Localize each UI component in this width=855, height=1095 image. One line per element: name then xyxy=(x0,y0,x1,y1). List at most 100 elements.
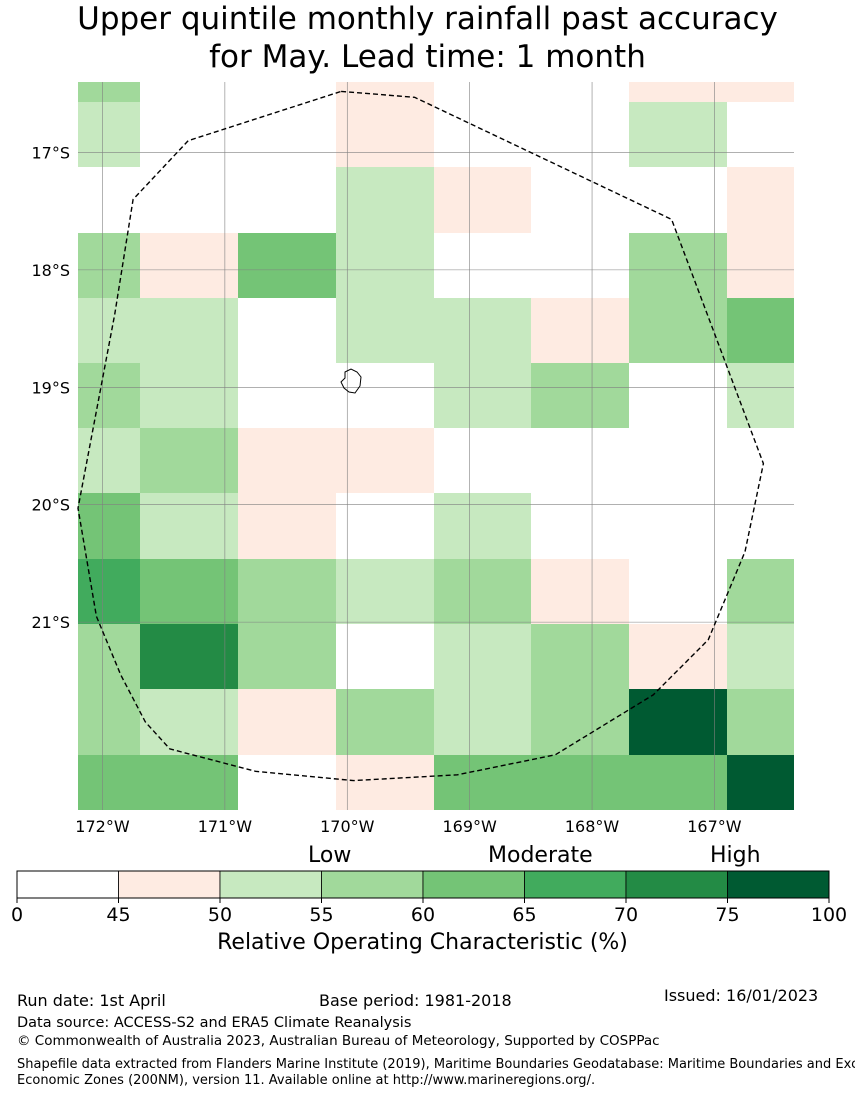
roc-cell xyxy=(78,233,140,298)
roc-cell xyxy=(336,102,434,167)
roc-cell xyxy=(140,428,238,493)
roc-cell xyxy=(238,624,336,689)
roc-cell xyxy=(629,233,727,298)
roc-cell xyxy=(434,689,531,755)
roc-cell xyxy=(140,363,238,428)
longitude-ticks: 172°W 171°W 170°W 169°W 168°W 167°W xyxy=(75,817,742,836)
title-line-2: for May. Lead time: 1 month xyxy=(209,39,646,75)
roc-cell xyxy=(531,298,629,363)
latitude-tick-label: 18°S xyxy=(31,261,70,280)
roc-cell xyxy=(78,363,140,428)
roc-cell xyxy=(336,167,434,233)
roc-cell xyxy=(531,363,629,428)
colorbar-tick-label: 50 xyxy=(208,904,232,926)
roc-cell xyxy=(727,559,794,624)
roc-cell xyxy=(727,167,794,233)
colorbar-band xyxy=(321,870,424,899)
roc-cell xyxy=(238,493,336,559)
category-moderate-label: Moderate xyxy=(488,843,593,868)
category-high-label: High xyxy=(710,843,761,868)
roc-cell xyxy=(238,559,336,624)
colorbar-band xyxy=(422,870,525,899)
longitude-tick-label: 169°W xyxy=(442,817,497,836)
graticule-layer xyxy=(78,82,794,810)
latitude-tick-label: 21°S xyxy=(31,613,70,632)
roc-cell xyxy=(434,493,531,559)
roc-cell xyxy=(78,689,140,755)
colorbar-band xyxy=(16,870,119,899)
roc-cell xyxy=(238,428,336,493)
roc-cell xyxy=(140,624,238,689)
latitude-tick-label: 17°S xyxy=(31,143,70,162)
roc-cell xyxy=(531,689,629,755)
roc-cell xyxy=(336,559,434,624)
data-source: Data source: ACCESS-S2 and ERA5 Climate … xyxy=(17,1015,412,1031)
roc-cell xyxy=(140,493,238,559)
roc-cells-layer xyxy=(78,82,794,810)
roc-cell xyxy=(140,559,238,624)
roc-cell xyxy=(78,755,140,810)
island-outline xyxy=(340,368,362,394)
shapefile-credit: Shapefile data extracted from Flanders M… xyxy=(17,1057,855,1089)
longitude-tick-label: 171°W xyxy=(198,817,253,836)
roc-cell xyxy=(78,624,140,689)
roc-cell xyxy=(238,233,336,298)
shapefile-credit-line-1: Shapefile data extracted from Flanders M… xyxy=(17,1057,855,1072)
colorbar-band xyxy=(219,870,322,899)
roc-cell xyxy=(140,689,238,755)
roc-cell xyxy=(78,493,140,559)
roc-cell xyxy=(336,689,434,755)
latitude-ticks: 17°S 18°S 19°S 20°S 21°S xyxy=(31,143,70,632)
issued-date: Issued: 16/01/2023 xyxy=(664,986,819,1005)
map-title: Upper quintile monthly rainfall past acc… xyxy=(0,0,855,76)
title-line-1: Upper quintile monthly rainfall past acc… xyxy=(77,1,778,37)
roc-cell xyxy=(531,559,629,624)
roc-cell xyxy=(727,363,794,428)
roc-cell xyxy=(629,298,727,363)
roc-cell xyxy=(140,755,238,810)
roc-cell xyxy=(531,755,629,810)
roc-cell xyxy=(727,689,794,755)
copyright: © Commonwealth of Australia 2023, Austra… xyxy=(17,1033,660,1049)
roc-cell xyxy=(78,298,140,363)
colorbar: 0 45 50 55 60 65 70 75 100 xyxy=(11,870,847,926)
roc-cell xyxy=(629,689,727,755)
roc-cell xyxy=(78,428,140,493)
roc-cell xyxy=(78,559,140,624)
roc-cell xyxy=(78,82,140,102)
roc-cell xyxy=(434,167,531,233)
shapefile-credit-line-2: Economic Zones (200NM), version 11. Avai… xyxy=(17,1073,596,1088)
category-low-label: Low xyxy=(308,843,352,868)
colorbar-band xyxy=(118,870,221,899)
roc-cell xyxy=(140,233,238,298)
longitude-tick-label: 168°W xyxy=(565,817,620,836)
roc-cell xyxy=(727,298,794,363)
latitude-tick-label: 19°S xyxy=(31,378,70,397)
colorbar-band xyxy=(625,870,728,899)
roc-cell xyxy=(434,624,531,689)
roc-cell xyxy=(434,559,531,624)
colorbar-tick-label: 60 xyxy=(411,904,435,926)
roc-cell xyxy=(629,624,727,689)
roc-cell xyxy=(629,755,727,810)
longitude-tick-label: 172°W xyxy=(75,817,130,836)
roc-cell xyxy=(78,102,140,167)
roc-cell xyxy=(336,428,434,493)
roc-cell xyxy=(434,363,531,428)
roc-cell xyxy=(727,755,794,810)
longitude-tick-label: 170°W xyxy=(320,817,375,836)
colorbar-tick-label: 65 xyxy=(512,904,536,926)
colorbar-band xyxy=(524,870,627,899)
roc-cell xyxy=(629,82,727,102)
latitude-tick-label: 20°S xyxy=(31,496,70,515)
colorbar-tick-label: 75 xyxy=(715,904,739,926)
roc-cell xyxy=(336,233,434,298)
base-period: Base period: 1981-2018 xyxy=(319,991,512,1010)
longitude-tick-label: 167°W xyxy=(687,817,742,836)
colorbar-tick-label: 55 xyxy=(309,904,333,926)
roc-cell xyxy=(140,298,238,363)
roc-cell xyxy=(434,298,531,363)
roc-cell xyxy=(336,755,434,810)
colorbar-axis-title: Relative Operating Characteristic (%) xyxy=(217,930,628,955)
